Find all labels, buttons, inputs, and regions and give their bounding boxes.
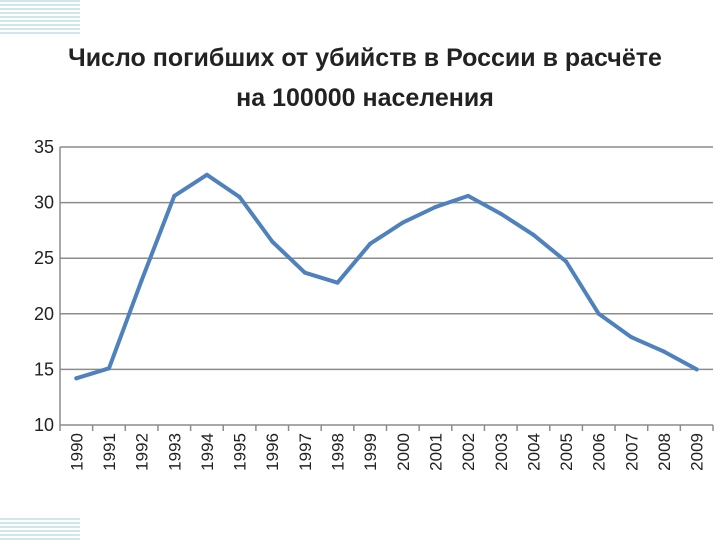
x-tick-label: 1994	[198, 433, 217, 471]
x-tick-label: 2009	[688, 433, 707, 471]
x-tick-label: 1990	[67, 433, 86, 471]
data-point	[139, 278, 144, 283]
y-tick-label: 30	[34, 193, 54, 213]
data-point	[400, 220, 405, 225]
x-tick-label: 1998	[329, 433, 348, 471]
y-tick-label: 20	[34, 304, 54, 324]
x-tick-label: 2001	[426, 433, 445, 471]
y-tick-label: 25	[34, 248, 54, 268]
x-tick-label: 2005	[557, 433, 576, 471]
y-tick-label: 35	[34, 137, 54, 157]
x-tick-label: 2002	[459, 433, 478, 471]
data-point	[596, 311, 601, 316]
data-point	[662, 349, 667, 354]
x-tick-label: 1997	[296, 433, 315, 471]
decorative-stripes-bottom	[0, 518, 80, 540]
x-tick-label: 2008	[655, 433, 674, 471]
data-point	[237, 195, 242, 200]
x-tick-label: 1996	[263, 433, 282, 471]
series-line	[74, 172, 699, 381]
x-tick-label: 1992	[133, 433, 152, 471]
data-point	[433, 205, 438, 210]
x-tick-label: 1991	[100, 433, 119, 471]
data-point	[466, 193, 471, 198]
x-tick-label: 2004	[524, 433, 543, 471]
x-tick-label: 1995	[231, 433, 250, 471]
x-tick-label: 2006	[590, 433, 609, 471]
y-tick-label: 15	[34, 359, 54, 379]
decorative-stripes-top	[0, 0, 80, 34]
x-tick-label: 2000	[394, 433, 413, 471]
x-tick-label: 1999	[361, 433, 380, 471]
data-point	[204, 172, 209, 177]
x-tick-label: 2007	[622, 433, 641, 471]
data-point	[564, 259, 569, 264]
data-point	[368, 241, 373, 246]
x-tick-label: 2003	[492, 433, 511, 471]
x-tick-label: 1993	[165, 433, 184, 471]
data-point	[629, 335, 634, 340]
data-point	[270, 239, 275, 244]
data-point	[172, 193, 177, 198]
data-point	[335, 280, 340, 285]
data-point	[531, 232, 536, 237]
data-point	[498, 211, 503, 216]
data-point	[694, 367, 699, 372]
chart-title: Число погибших от убийств в России в рас…	[68, 44, 662, 112]
data-point	[106, 366, 111, 371]
data-point	[74, 376, 79, 381]
y-tick-label: 10	[34, 415, 54, 435]
data-point	[302, 270, 307, 275]
